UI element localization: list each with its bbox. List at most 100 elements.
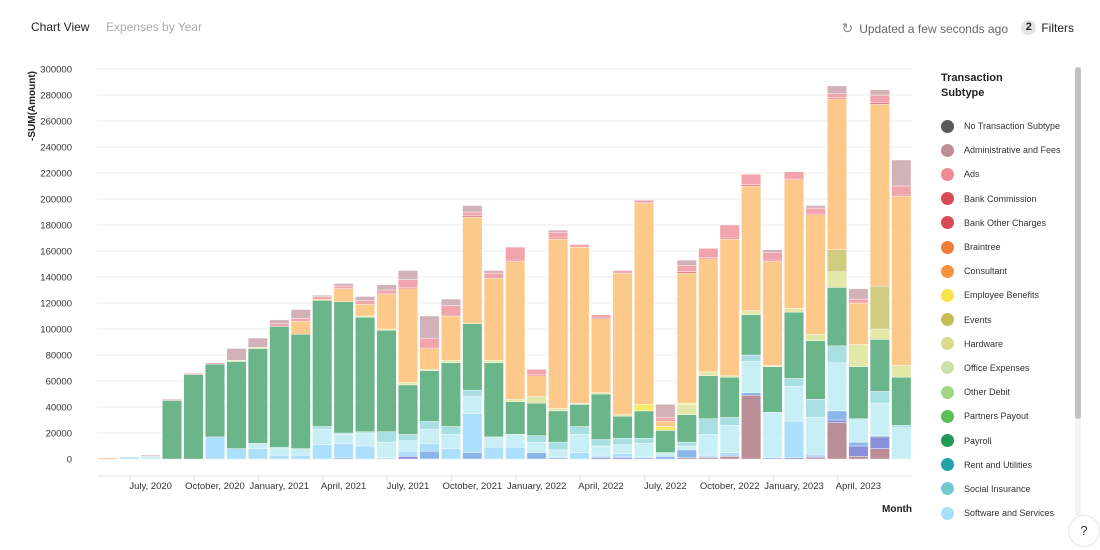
bar-segment[interactable] [398,382,418,386]
tab-expenses-by-year[interactable]: Expenses by Year [106,20,203,34]
bar-segment[interactable] [140,454,161,457]
bar-segment[interactable] [483,436,504,448]
bar-segment[interactable] [741,361,762,393]
bar-segment[interactable] [398,270,418,280]
bar-segment[interactable] [869,402,890,436]
bar-segment[interactable] [505,447,526,460]
bar-segment[interactable] [569,434,590,453]
bar-segment[interactable] [741,314,762,356]
bar-segment[interactable] [698,371,719,376]
bar-segment[interactable] [247,448,268,460]
bar-segment[interactable] [290,454,311,460]
bar-segment[interactable] [269,319,290,324]
bar-stack[interactable] [698,248,719,460]
bar-stack[interactable] [848,288,869,460]
bar-segment[interactable] [633,438,654,444]
bar-segment[interactable] [440,360,461,364]
bar-segment[interactable] [827,85,847,94]
filters-button[interactable]: 2 Filters [1021,20,1074,35]
bar-segment[interactable] [848,366,869,419]
bar-stack[interactable] [140,454,161,460]
bar-segment[interactable] [526,452,547,460]
bar-segment[interactable] [869,339,890,392]
bar-segment[interactable] [162,400,182,460]
bar-segment[interactable] [612,453,633,457]
bar-segment[interactable] [162,399,182,401]
bar-segment[interactable] [676,441,697,447]
bar-segment[interactable] [869,89,890,96]
bar-segment[interactable] [140,456,161,460]
bar-stack[interactable] [269,319,290,460]
bar-segment[interactable] [827,271,847,288]
bar-segment[interactable] [398,456,418,460]
bar-segment[interactable] [419,370,440,422]
bar-segment[interactable] [676,272,697,404]
bar-segment[interactable] [633,404,654,412]
bar-segment[interactable] [376,431,397,443]
bar-segment[interactable] [762,261,783,366]
bar-segment[interactable] [290,448,311,456]
bar-segment[interactable] [290,321,311,335]
bar-segment[interactable] [633,200,654,204]
bar-segment[interactable] [483,447,504,460]
bar-segment[interactable] [376,330,397,432]
bar-segment[interactable] [784,378,804,387]
bar-segment[interactable] [526,441,547,453]
bar-segment[interactable] [762,249,783,253]
bar-segment[interactable] [891,425,912,429]
bar-segment[interactable] [505,401,526,435]
bar-segment[interactable] [376,293,397,330]
bar-segment[interactable] [376,289,397,295]
bar-stack[interactable] [869,89,890,460]
bar-segment[interactable] [741,392,762,396]
bar-segment[interactable] [591,445,611,456]
bar-stack[interactable] [719,224,740,460]
bar-segment[interactable] [483,362,504,438]
bar-segment[interactable] [333,434,354,444]
bar-segment[interactable] [698,418,719,435]
bar-segment[interactable] [333,288,354,302]
bar-segment[interactable] [741,310,762,315]
bar-segment[interactable] [183,374,204,460]
bar-segment[interactable] [290,318,311,322]
bar-stack[interactable] [526,369,547,460]
bar-segment[interactable] [569,404,590,427]
bar-segment[interactable] [869,94,890,104]
bar-segment[interactable] [312,426,333,430]
bar-segment[interactable] [355,300,376,305]
bar-segment[interactable] [419,315,440,339]
bar-segment[interactable] [612,444,633,455]
bar-segment[interactable] [440,362,461,427]
legend-item[interactable]: No Transaction Subtype [941,114,1071,138]
bar-segment[interactable] [355,317,376,432]
bar-segment[interactable] [526,375,547,397]
bar-segment[interactable] [398,440,418,452]
bar-segment[interactable] [719,239,740,377]
bar-stack[interactable] [633,200,654,460]
bar-segment[interactable] [655,452,676,457]
bar-segment[interactable] [398,434,418,441]
bar-segment[interactable] [591,314,611,318]
bar-segment[interactable] [290,309,311,319]
bar-segment[interactable] [247,337,268,348]
bar-segment[interactable] [440,315,461,361]
bar-segment[interactable] [333,285,354,289]
bar-segment[interactable] [719,224,740,239]
bar-segment[interactable] [676,404,697,415]
bar-segment[interactable] [569,244,590,248]
bar-segment[interactable] [591,318,611,393]
bar-segment[interactable] [505,261,526,400]
bar-segment[interactable] [869,391,890,404]
bar-segment[interactable] [483,272,504,279]
bar-segment[interactable] [848,302,869,345]
bar-segment[interactable] [719,376,740,418]
bar-segment[interactable] [612,415,633,439]
bar-stack[interactable] [333,283,354,460]
bar-segment[interactable] [676,414,697,443]
bar-segment[interactable] [419,451,440,460]
bar-segment[interactable] [247,443,268,449]
bar-segment[interactable] [591,439,611,447]
bar-segment[interactable] [548,232,569,239]
bar-segment[interactable] [462,216,483,324]
legend-item[interactable]: Administrative and Fees [941,138,1071,162]
